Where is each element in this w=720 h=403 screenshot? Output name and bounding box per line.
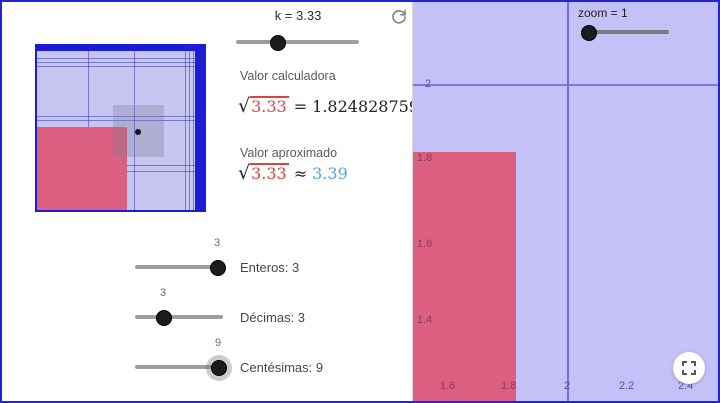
approx-sign: ≈ [293, 164, 308, 183]
x-tick-label: 2 [564, 380, 571, 392]
approximation-value: 3.39 [312, 164, 348, 183]
approximation-square-zoomed [413, 152, 516, 401]
y2-gridline [413, 84, 719, 86]
y-tick-label: 1.8 [417, 152, 433, 164]
enteros-slider-label: Enteros: 3 [240, 260, 300, 275]
grid-line [134, 46, 135, 210]
grid-line [185, 46, 186, 210]
square-area-diagram[interactable] [35, 44, 206, 212]
reset-icon [392, 9, 406, 24]
decimas-slider-track[interactable] [135, 315, 223, 319]
radicand-value: 3.33 [250, 163, 289, 183]
calculator-heading: Valor calculadora [240, 69, 336, 83]
reset-button[interactable] [388, 6, 410, 28]
y-tick-label: 1.4 [417, 314, 433, 326]
k-slider-label: k = 3.33 [274, 8, 322, 23]
k-slider-knob[interactable] [270, 35, 286, 51]
approximation-formula: √3.33 ≈3.39 [238, 162, 348, 184]
grid-line [193, 46, 194, 210]
fullscreen-button[interactable] [673, 352, 705, 384]
x-tick-label: 1.6 [440, 380, 456, 392]
calculator-value: 1.8248287591… [312, 97, 446, 116]
zoom-slider-knob[interactable] [581, 25, 597, 41]
zoom-slider-track[interactable] [584, 30, 669, 34]
x-tick-label: 2.2 [619, 380, 635, 392]
y-tick-label: 1.6 [417, 238, 433, 250]
corner-point[interactable] [135, 129, 141, 135]
equals-sign: = [293, 97, 308, 116]
x-tick-label: 1.8 [501, 380, 517, 392]
sqrt-symbol: √ [238, 95, 251, 117]
approximation-square [37, 127, 127, 210]
centesimas-slider-knob[interactable] [211, 360, 227, 376]
enteros-slider-knob[interactable] [210, 260, 226, 276]
enteros-slider-track[interactable] [135, 265, 223, 269]
sqrt-symbol: √ [238, 162, 251, 184]
x2-gridline [567, 2, 569, 401]
enteros-value-bubble: 3 [213, 237, 221, 249]
zoomed-graphics-view[interactable]: 2 1.8 1.6 1.4 1.6 1.8 2 2.2 2.4 zoom = 1 [412, 2, 719, 401]
centesimas-slider-track[interactable] [135, 365, 223, 369]
grid-line [37, 116, 204, 117]
radicand-value: 3.33 [250, 96, 289, 116]
grid-line [37, 62, 204, 63]
fullscreen-icon [682, 361, 696, 375]
decimas-slider-knob[interactable] [156, 310, 172, 326]
centesimas-value-bubble: 9 [214, 337, 222, 349]
k-slider-track[interactable] [236, 40, 359, 44]
approximation-heading: Valor aproximado [240, 146, 338, 160]
decimas-slider-label: Décimas: 3 [240, 310, 306, 325]
grid-line [189, 46, 190, 210]
decimas-value-bubble: 3 [159, 287, 167, 299]
diagram-right-band [195, 46, 204, 210]
calculator-formula: √3.33 = 1.8248287591… [238, 95, 445, 117]
centesimas-slider-label: Centésimas: 9 [240, 360, 324, 375]
grid-line [37, 58, 204, 59]
grid-line [37, 66, 204, 67]
zoom-slider-label: zoom = 1 [578, 6, 628, 20]
diagram-top-band [37, 46, 204, 51]
grid-line [37, 120, 204, 121]
y-tick-label: 2 [425, 78, 432, 90]
